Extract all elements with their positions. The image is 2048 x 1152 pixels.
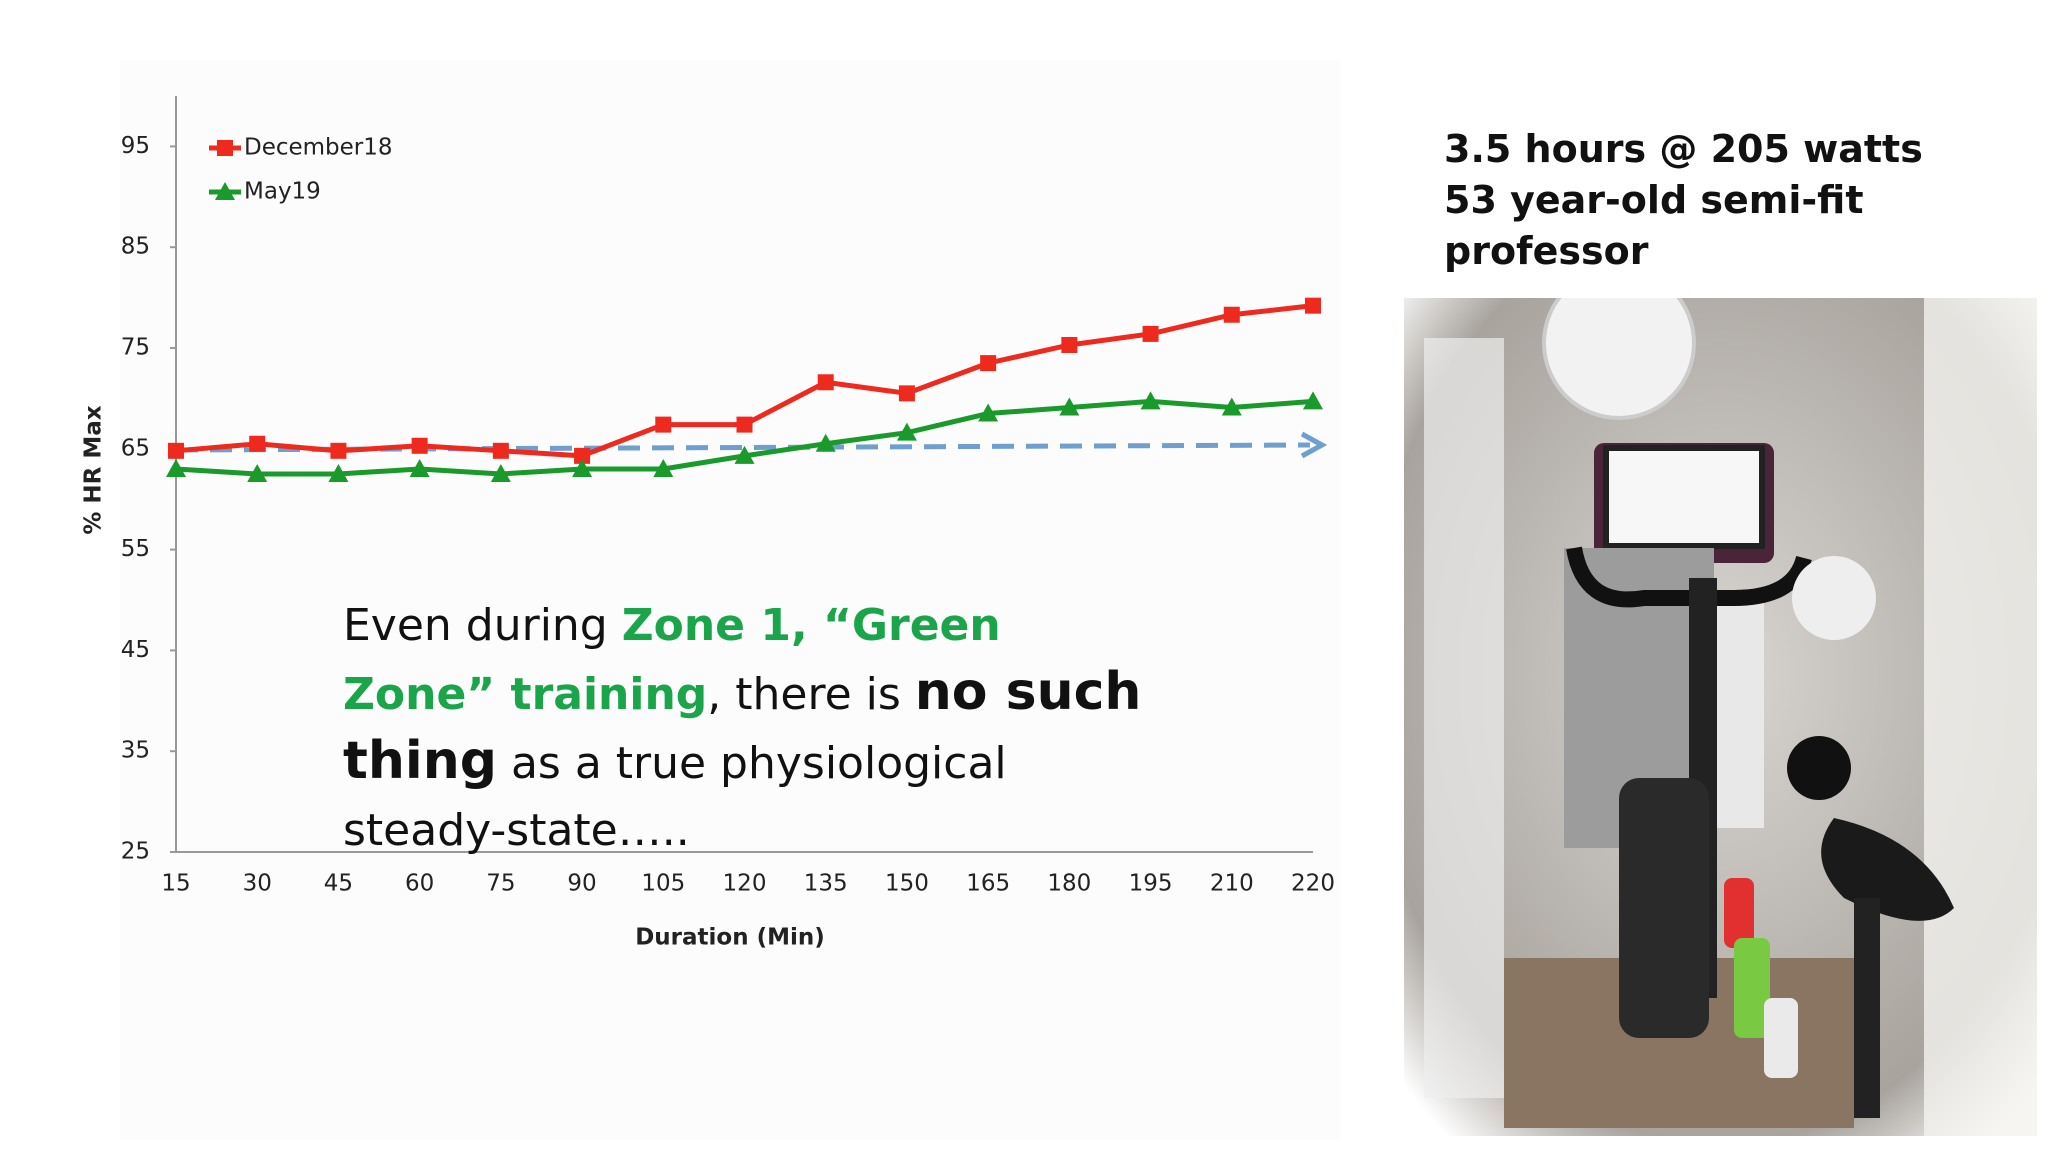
y-tick-label: 55 — [121, 536, 150, 562]
marker — [1221, 397, 1242, 416]
marker — [1305, 297, 1321, 314]
x-tick-label: 120 — [723, 871, 767, 897]
legend-label: December18 — [244, 135, 393, 161]
y-tick-label: 95 — [121, 133, 150, 159]
marker — [1140, 391, 1161, 410]
marker — [492, 442, 509, 459]
marker — [655, 416, 672, 433]
x-tick-label: 45 — [324, 871, 353, 897]
marker — [411, 437, 428, 454]
marker — [653, 458, 674, 477]
marker — [168, 442, 184, 459]
marker — [817, 374, 834, 391]
marker — [815, 433, 836, 452]
x-tick-label: 195 — [1129, 871, 1173, 897]
marker — [1303, 391, 1323, 410]
info-line: 53 year-old semi-fit professor — [1444, 178, 1864, 273]
x-tick-label: 210 — [1210, 871, 1254, 897]
annotation-segment: no such thing — [343, 662, 1142, 791]
marker — [898, 385, 915, 402]
marker — [896, 422, 917, 441]
x-tick-label: 105 — [641, 871, 685, 897]
annotation-segment: , there is — [707, 669, 915, 720]
marker — [980, 355, 997, 372]
x-tick-label: 90 — [567, 871, 596, 897]
marker — [409, 458, 430, 477]
marker — [736, 416, 753, 433]
marker — [249, 435, 266, 452]
x-tick-label: 15 — [161, 871, 190, 897]
annotation-segment: Even during — [343, 600, 622, 651]
arrow-head — [1300, 431, 1328, 459]
marker — [490, 464, 511, 482]
chart-background — [120, 60, 1340, 1140]
marker — [574, 447, 591, 464]
marker — [734, 445, 755, 464]
info-line: 3.5 hours @ 205 watts — [1444, 127, 1923, 171]
y-tick-label: 25 — [121, 839, 150, 865]
x-tick-label: 220 — [1291, 871, 1335, 897]
legend-marker — [217, 140, 233, 156]
y-tick-label: 45 — [121, 637, 150, 663]
x-tick-label: 135 — [804, 871, 848, 897]
y-tick-label: 85 — [121, 234, 150, 260]
marker — [166, 458, 186, 477]
info-text: 3.5 hours @ 205 watts 53 year-old semi-fi… — [1444, 124, 2048, 277]
x-tick-label: 30 — [243, 871, 272, 897]
annotation-segment: Zone 1, “Green Zone” training — [343, 600, 1001, 720]
legend-marker — [215, 182, 235, 200]
marker — [978, 403, 999, 422]
x-tick-label: 60 — [405, 871, 434, 897]
marker — [328, 464, 349, 482]
annotation-segment: as a true physiological steady-state….. — [343, 738, 1007, 856]
marker — [1142, 325, 1159, 342]
x-axis-title: Duration (Min) — [635, 925, 825, 951]
annotation: Even during Zone 1, “Green Zone” trainin… — [343, 592, 1143, 864]
marker — [330, 442, 347, 459]
x-tick-label: 180 — [1047, 871, 1091, 897]
y-tick-label: 65 — [121, 435, 150, 461]
x-tick-label: 75 — [486, 871, 515, 897]
marker — [572, 458, 593, 477]
marker — [247, 464, 268, 482]
x-tick-label: 150 — [885, 871, 929, 897]
legend-label: May19 — [244, 179, 321, 205]
y-tick-label: 75 — [121, 335, 150, 361]
marker — [1061, 336, 1078, 353]
x-tick-label: 165 — [966, 871, 1010, 897]
photo — [1404, 298, 2037, 1136]
y-axis-title: % HR Max — [81, 405, 107, 534]
marker — [1223, 306, 1240, 323]
marker — [1059, 397, 1080, 416]
y-tick-label: 35 — [121, 738, 150, 764]
